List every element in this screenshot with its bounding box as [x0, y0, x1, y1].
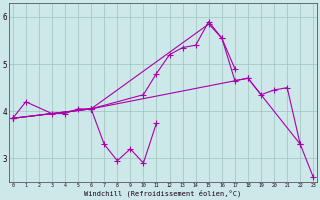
X-axis label: Windchill (Refroidissement éolien,°C): Windchill (Refroidissement éolien,°C) — [84, 190, 242, 197]
